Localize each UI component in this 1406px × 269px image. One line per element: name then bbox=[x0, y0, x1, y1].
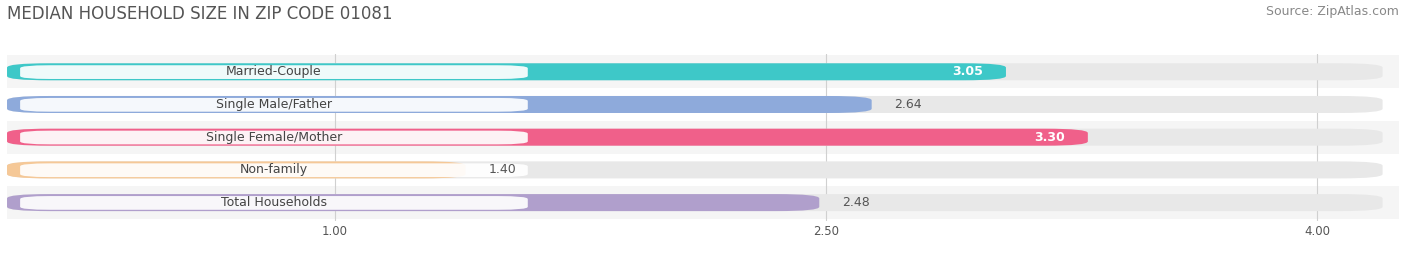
Bar bbox=[7, 55, 1399, 88]
FancyBboxPatch shape bbox=[7, 63, 1005, 80]
Bar bbox=[7, 88, 1399, 121]
FancyBboxPatch shape bbox=[7, 129, 1088, 146]
FancyBboxPatch shape bbox=[7, 129, 1382, 146]
FancyBboxPatch shape bbox=[7, 161, 465, 178]
Text: 1.40: 1.40 bbox=[488, 163, 516, 176]
Text: 2.64: 2.64 bbox=[894, 98, 922, 111]
FancyBboxPatch shape bbox=[20, 98, 527, 112]
FancyBboxPatch shape bbox=[7, 161, 1382, 178]
Text: Total Households: Total Households bbox=[221, 196, 328, 209]
Text: MEDIAN HOUSEHOLD SIZE IN ZIP CODE 01081: MEDIAN HOUSEHOLD SIZE IN ZIP CODE 01081 bbox=[7, 5, 392, 23]
FancyBboxPatch shape bbox=[20, 65, 527, 79]
Text: Single Female/Mother: Single Female/Mother bbox=[205, 131, 342, 144]
FancyBboxPatch shape bbox=[20, 196, 527, 210]
Bar bbox=[7, 154, 1399, 186]
FancyBboxPatch shape bbox=[7, 194, 1382, 211]
Bar bbox=[7, 186, 1399, 219]
Text: 3.05: 3.05 bbox=[952, 65, 983, 78]
FancyBboxPatch shape bbox=[20, 163, 527, 177]
Text: Married-Couple: Married-Couple bbox=[226, 65, 322, 78]
FancyBboxPatch shape bbox=[20, 131, 527, 144]
FancyBboxPatch shape bbox=[7, 96, 1382, 113]
FancyBboxPatch shape bbox=[7, 96, 872, 113]
Text: 2.48: 2.48 bbox=[842, 196, 870, 209]
Text: Source: ZipAtlas.com: Source: ZipAtlas.com bbox=[1265, 5, 1399, 18]
Text: 3.30: 3.30 bbox=[1035, 131, 1064, 144]
Bar bbox=[7, 121, 1399, 154]
Text: Non-family: Non-family bbox=[240, 163, 308, 176]
FancyBboxPatch shape bbox=[7, 63, 1382, 80]
FancyBboxPatch shape bbox=[7, 194, 820, 211]
Text: Single Male/Father: Single Male/Father bbox=[217, 98, 332, 111]
